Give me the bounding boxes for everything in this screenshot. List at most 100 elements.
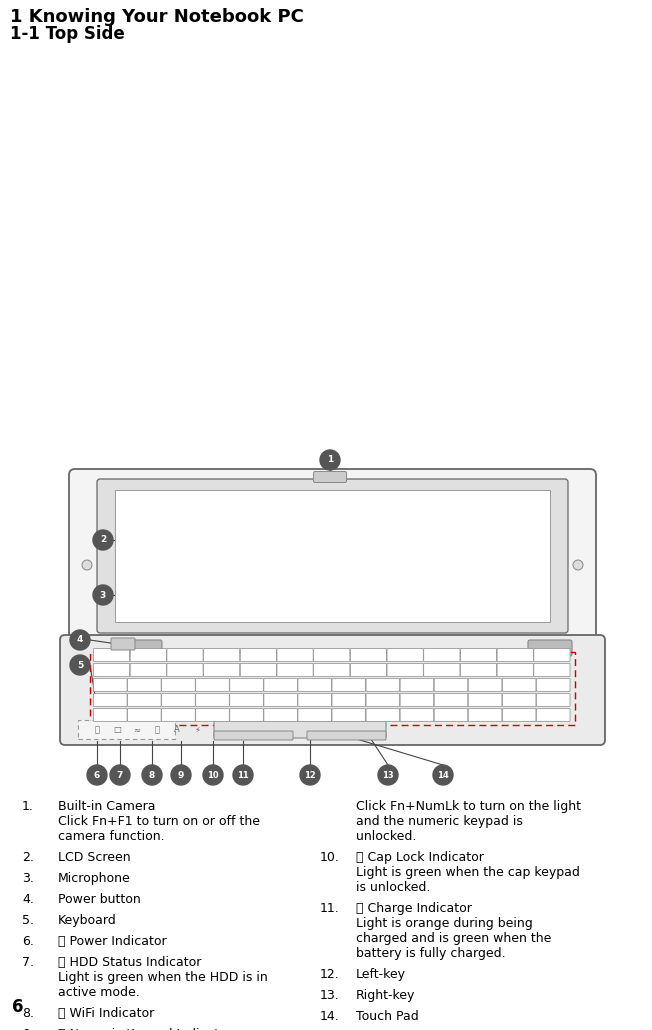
Circle shape [233,765,253,785]
Text: unlocked.: unlocked. [356,830,417,843]
FancyBboxPatch shape [230,693,263,707]
Text: 12: 12 [304,770,316,780]
FancyBboxPatch shape [366,709,400,721]
Text: 12.: 12. [320,968,340,981]
FancyBboxPatch shape [230,709,263,721]
Text: 3.: 3. [22,872,34,885]
FancyBboxPatch shape [460,649,497,661]
Text: Light is green when the HDD is in: Light is green when the HDD is in [58,971,268,984]
FancyBboxPatch shape [502,693,536,707]
Text: 13: 13 [382,770,394,780]
Circle shape [573,560,583,570]
FancyBboxPatch shape [332,709,366,721]
FancyBboxPatch shape [497,663,533,677]
Bar [115,490,550,622]
FancyBboxPatch shape [424,649,460,661]
FancyBboxPatch shape [502,709,536,721]
FancyBboxPatch shape [468,693,502,707]
Text: is unlocked.: is unlocked. [356,881,430,894]
Text: Microphone: Microphone [58,872,131,885]
FancyBboxPatch shape [534,649,570,661]
Text: 6: 6 [12,998,23,1016]
Text: ⓦ HDD Status Indicator: ⓦ HDD Status Indicator [58,956,201,969]
Text: 9.: 9. [22,1028,34,1030]
Circle shape [82,560,92,570]
Text: Click Fn+F1 to turn on or off the: Click Fn+F1 to turn on or off the [58,815,260,828]
FancyBboxPatch shape [468,679,502,691]
Text: active mode.: active mode. [58,986,140,999]
FancyBboxPatch shape [298,693,331,707]
FancyBboxPatch shape [93,693,127,707]
FancyBboxPatch shape [460,663,497,677]
Text: 5: 5 [77,660,83,670]
FancyBboxPatch shape [93,709,127,721]
FancyBboxPatch shape [93,679,127,691]
Text: ⓨ Numeric Keypad Indicator: ⓨ Numeric Keypad Indicator [58,1028,232,1030]
FancyBboxPatch shape [537,709,570,721]
Text: 6: 6 [94,770,100,780]
FancyBboxPatch shape [468,709,502,721]
FancyBboxPatch shape [230,679,263,691]
Text: Right-key: Right-key [356,989,415,1002]
Text: 9: 9 [178,770,184,780]
FancyBboxPatch shape [400,679,434,691]
FancyBboxPatch shape [162,709,195,721]
Circle shape [70,630,90,650]
FancyBboxPatch shape [434,693,467,707]
Text: 8.: 8. [22,1007,34,1020]
Text: 4: 4 [77,636,83,645]
Circle shape [93,530,113,550]
FancyBboxPatch shape [387,649,423,661]
FancyBboxPatch shape [214,721,386,739]
Text: □: □ [113,725,121,734]
Text: 14.: 14. [320,1010,340,1023]
FancyBboxPatch shape [93,663,130,677]
Text: 11: 11 [237,770,249,780]
FancyBboxPatch shape [366,679,400,691]
FancyBboxPatch shape [307,731,386,740]
Text: Touch Pad: Touch Pad [356,1010,419,1023]
FancyBboxPatch shape [298,709,331,721]
FancyBboxPatch shape [277,663,313,677]
FancyBboxPatch shape [314,472,346,482]
FancyBboxPatch shape [314,663,350,677]
Text: Light is green when the cap keypad: Light is green when the cap keypad [356,866,580,879]
Circle shape [433,765,453,785]
Text: ⓩ Cap Lock Indicator: ⓩ Cap Lock Indicator [356,851,484,864]
Text: charged and is green when the: charged and is green when the [356,932,552,945]
Circle shape [142,765,162,785]
FancyBboxPatch shape [424,663,460,677]
Bar [90,652,575,725]
Text: Left-key: Left-key [356,968,406,981]
FancyBboxPatch shape [196,693,230,707]
FancyBboxPatch shape [69,469,596,656]
Text: camera function.: camera function. [58,830,164,843]
FancyBboxPatch shape [128,709,161,721]
FancyBboxPatch shape [111,638,135,650]
FancyBboxPatch shape [196,709,230,721]
FancyBboxPatch shape [196,679,230,691]
Text: Click Fn+NumLk to turn on the light: Click Fn+NumLk to turn on the light [356,800,581,813]
FancyBboxPatch shape [203,663,240,677]
Text: ⓪ Charge Indicator: ⓪ Charge Indicator [356,902,472,915]
Text: 11.: 11. [320,902,340,915]
FancyBboxPatch shape [93,649,130,661]
Circle shape [378,765,398,785]
Text: Built-in Camera: Built-in Camera [58,800,155,813]
Text: ⏻: ⏻ [95,725,100,734]
FancyBboxPatch shape [434,709,467,721]
FancyBboxPatch shape [162,693,195,707]
FancyBboxPatch shape [264,709,297,721]
Text: 8: 8 [149,770,155,780]
Circle shape [203,765,223,785]
Circle shape [93,585,113,605]
Text: 14: 14 [437,770,449,780]
FancyBboxPatch shape [298,679,331,691]
Text: 10: 10 [207,770,219,780]
Text: 2.: 2. [22,851,34,864]
Text: 6.: 6. [22,935,34,948]
FancyBboxPatch shape [214,731,293,740]
Bar [78,720,175,739]
Text: 10.: 10. [320,851,340,864]
Text: Power button: Power button [58,893,141,906]
